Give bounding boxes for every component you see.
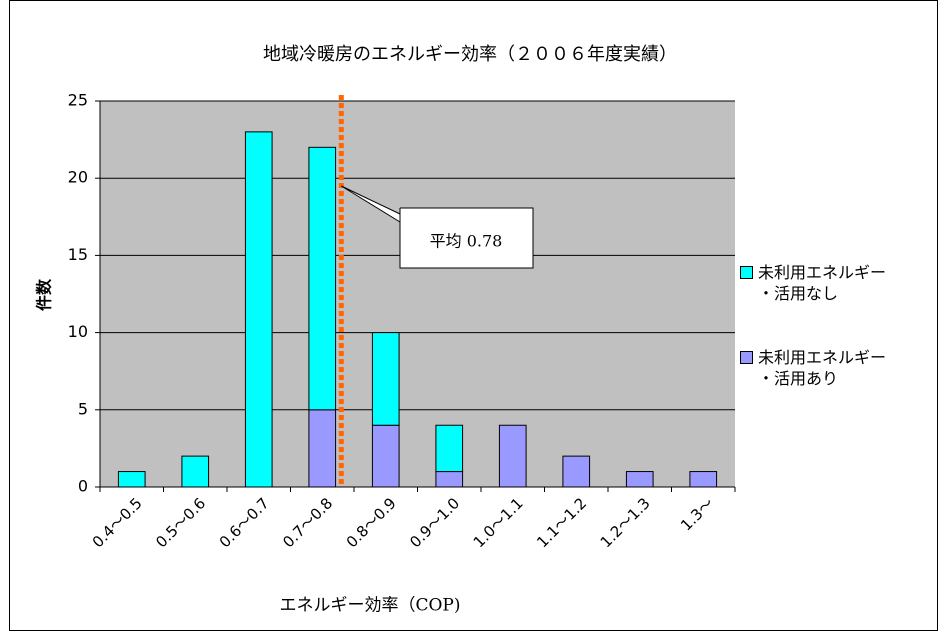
legend-item: 未利用エネルギー・活用なし (740, 262, 886, 304)
legend-label: 未利用エネルギー・活用なし (758, 263, 887, 303)
bar-segment (625, 471, 654, 488)
y-tick-label: 20 (68, 168, 88, 187)
bar-segment (371, 332, 400, 426)
bar-segment (562, 455, 591, 488)
bar-segment (308, 409, 337, 488)
legend-label: 未利用エネルギー・活用あり (758, 348, 887, 388)
bar-segment (498, 424, 527, 488)
chart-title: 地域冷暖房のエネルギー効率（２００６年度実績） (263, 44, 677, 65)
callout-mask (401, 209, 532, 267)
bar-segment (117, 471, 146, 488)
bar-segment (689, 471, 718, 488)
x-axis-label: エネルギー効率（COP) (279, 596, 460, 616)
y-tick-label: 25 (68, 91, 88, 110)
bar-segment (181, 455, 210, 488)
bar-segment (244, 131, 273, 488)
plot-area (100, 101, 735, 487)
callout-label: 平均 0.78 (430, 232, 503, 251)
bar-segment (308, 146, 337, 411)
bar-segment (435, 471, 464, 488)
legend-swatch (740, 266, 753, 279)
bar-segment (371, 424, 400, 488)
bar-segment (435, 424, 464, 473)
y-tick-label: 10 (68, 322, 88, 341)
y-tick-label: 5 (78, 399, 88, 418)
legend-swatch (740, 351, 753, 364)
y-axis-label: 件数 (35, 278, 54, 311)
y-tick-label: 0 (78, 477, 88, 496)
y-tick-label: 15 (68, 245, 88, 264)
legend-item: 未利用エネルギー・活用あり (740, 347, 886, 389)
